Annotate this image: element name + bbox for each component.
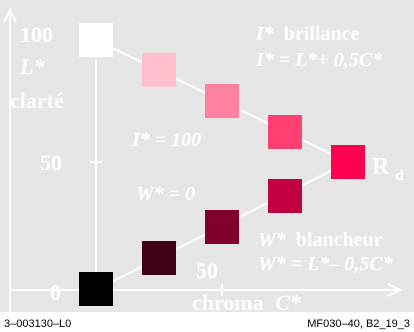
x-axis-arrowhead [387,283,403,297]
swatch-dark-maroon [142,241,176,275]
x-axis-label-word: chroma [192,290,264,315]
rd-label-sub: d [395,168,404,184]
blancheur-title: W* blancheur [258,229,383,251]
swatch-light-pink [142,53,176,87]
lower-swatches [79,179,302,306]
y-tick-label-50: 50 [40,150,62,175]
footer-right-code: MF030–40, B2_19_3 [307,318,410,330]
blancheur-word: blancheur [296,229,383,251]
swatch-maroon [205,210,239,244]
rd-label-main: R [372,154,390,180]
brillance-word: brillance [284,23,360,45]
footer-left-code: 3–003130–L0 [4,318,71,330]
i-equals-100-label: I* = 100 [131,129,201,151]
brillance-formula: I* = L*+ 0,5C* [255,49,383,71]
w-equals-0-label: W* = 0 [136,183,195,205]
blancheur-var: W* [258,229,287,251]
y-axis-label-lstar: L* [19,54,45,79]
swatch-white [79,23,113,57]
swatch-rose [268,115,302,149]
x-axis-label: chroma C* [192,290,302,315]
y-tick-label-100: 100 [20,22,53,47]
y-axis-label-clarte: clarté [10,88,64,113]
swatch-red-rd [331,145,365,179]
swatch-pink [205,84,239,118]
blancheur-formula: W* = L*– 0,5C* [258,253,394,275]
axes [3,7,403,312]
x-axis-label-var: C* [275,290,302,315]
y-tick-label-0: 0 [50,280,61,305]
x-tick-label-50: 50 [196,258,218,283]
brillance-title: I* brillance [255,23,359,45]
rd-label: R d [372,154,404,184]
y-axis-arrowhead [3,7,17,23]
upper-swatches [79,23,365,179]
brillance-var: I* [255,23,275,45]
swatch-crimson [268,179,302,213]
swatch-black [79,272,113,306]
